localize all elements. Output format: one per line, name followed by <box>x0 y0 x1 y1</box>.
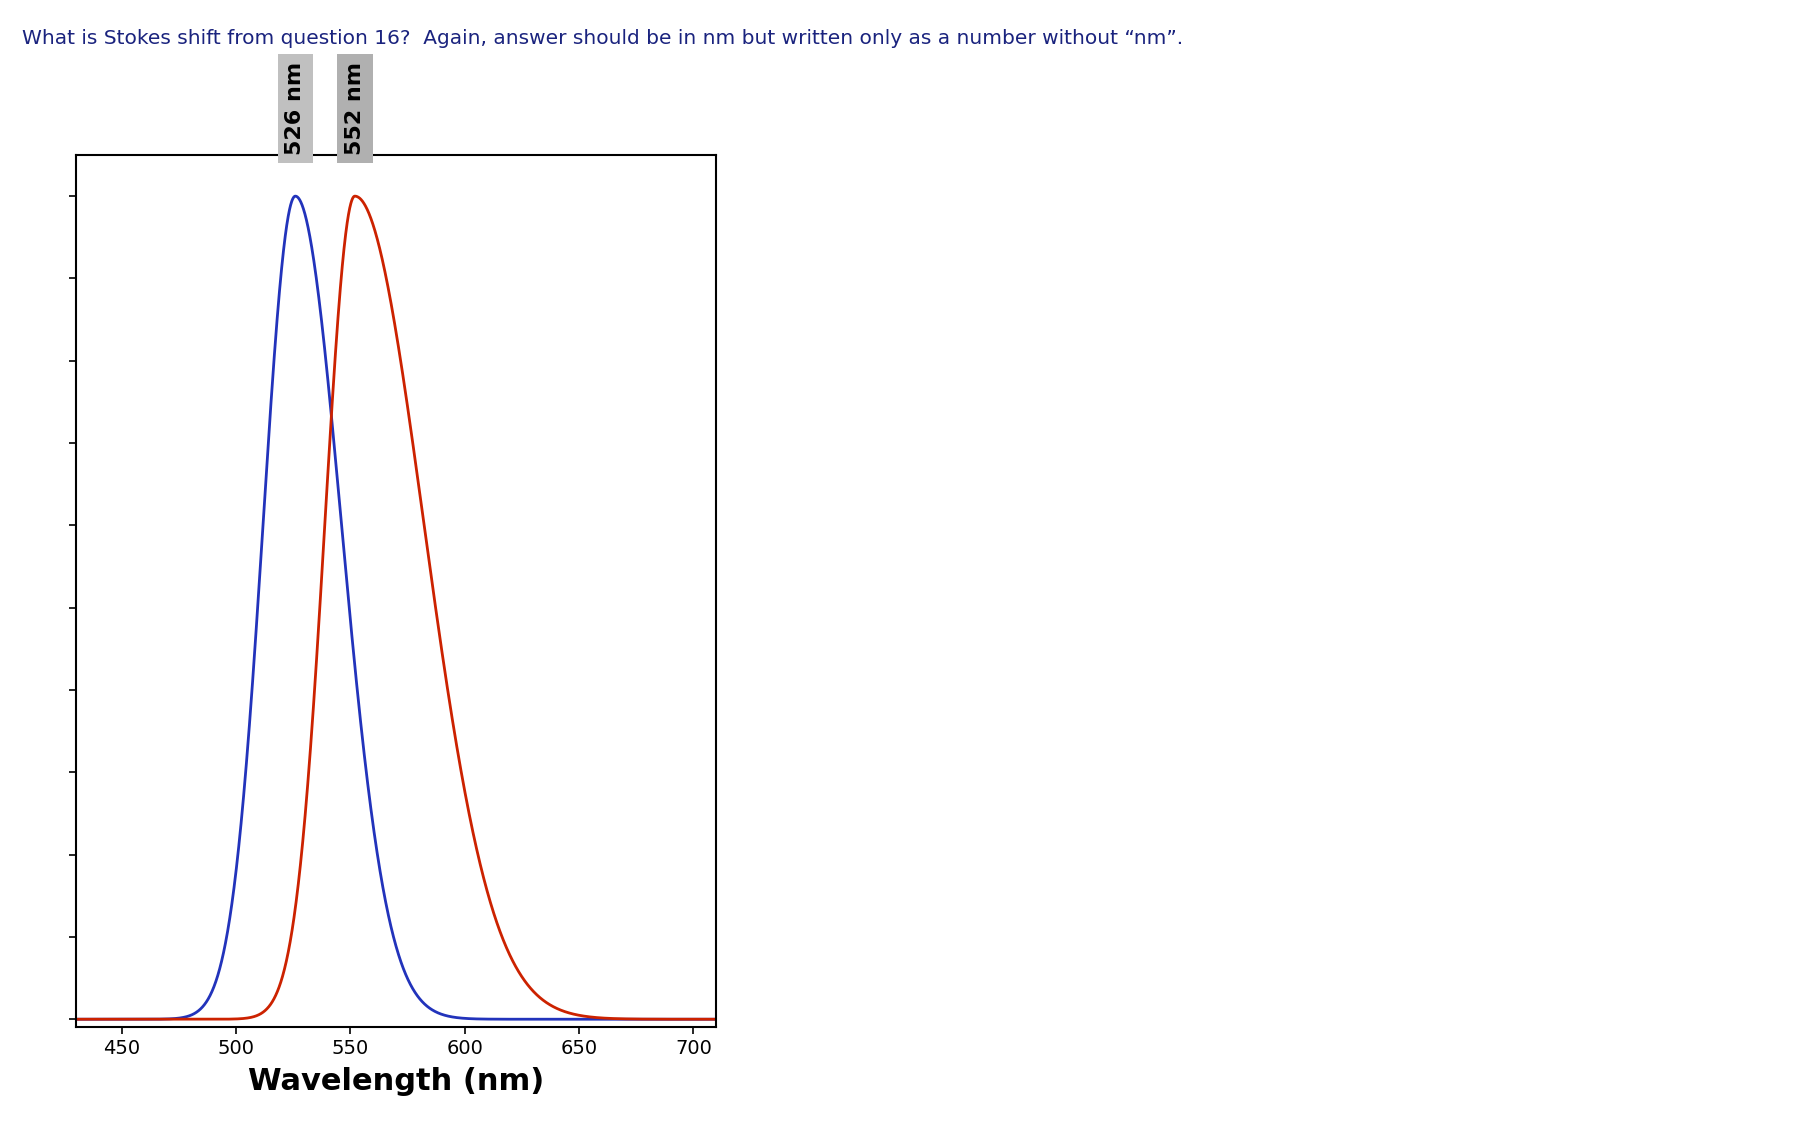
Text: 526 nm: 526 nm <box>285 62 305 155</box>
Text: What is Stokes shift from question 16?  Again, answer should be in nm but writte: What is Stokes shift from question 16? A… <box>22 29 1183 48</box>
Text: 552 nm: 552 nm <box>345 62 364 155</box>
X-axis label: Wavelength (nm): Wavelength (nm) <box>247 1066 545 1095</box>
